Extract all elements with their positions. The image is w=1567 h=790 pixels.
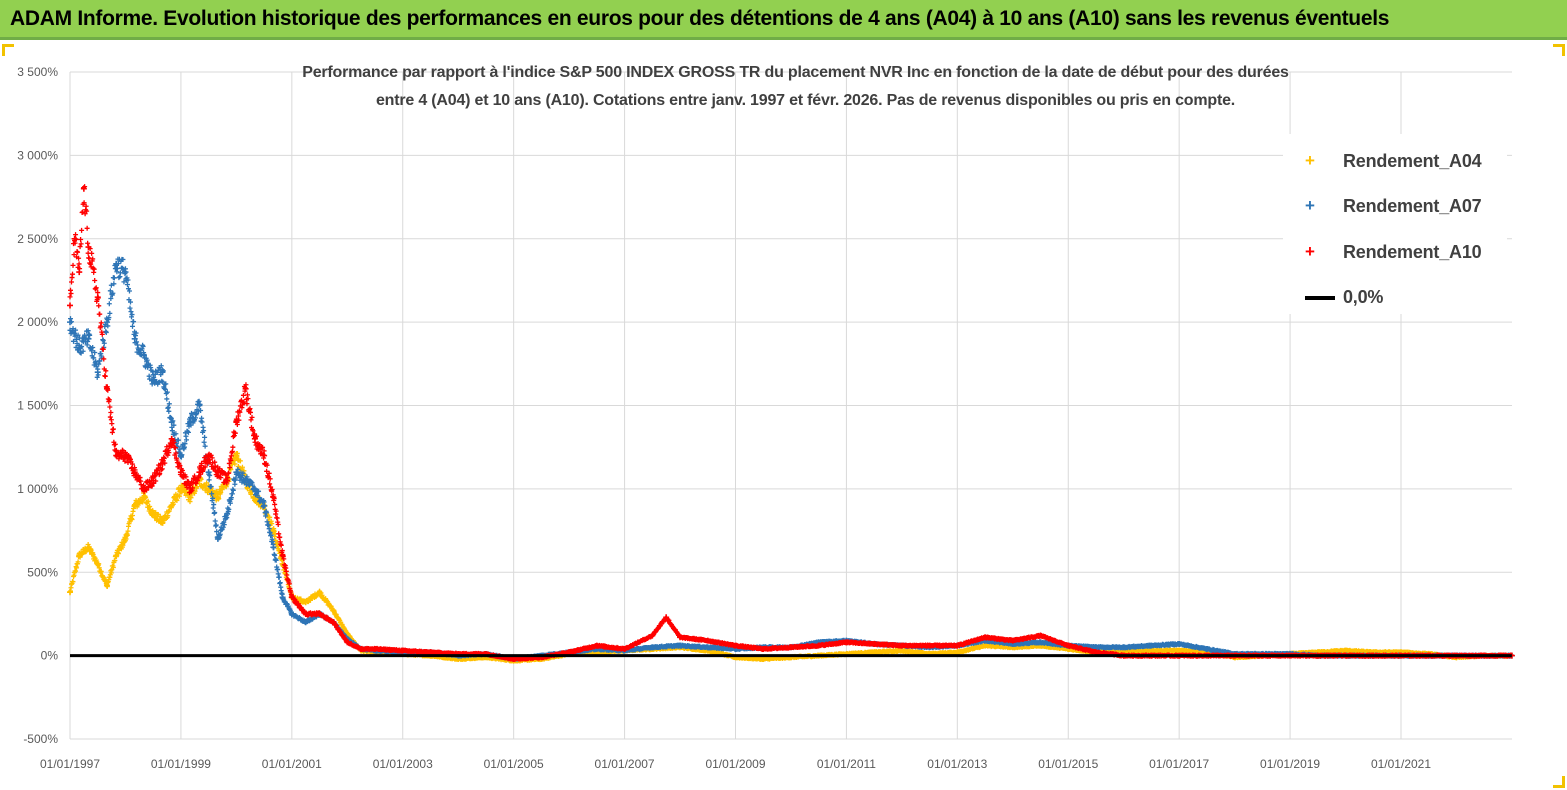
data-point	[202, 434, 208, 440]
x-tick-label: 01/01/2011	[817, 757, 876, 771]
data-point	[213, 522, 219, 528]
data-point	[127, 305, 133, 311]
data-point	[106, 301, 112, 307]
data-point	[116, 275, 122, 281]
data-point	[111, 275, 117, 281]
x-tick-label: 01/01/2003	[373, 757, 433, 771]
y-axis-tick-labels: -500% 0% 500% 1 000% 1 500% 2 000% 2 500% 3 000…	[17, 65, 58, 746]
data-point	[239, 464, 245, 470]
data-point	[163, 515, 169, 521]
data-point	[234, 450, 240, 456]
y-tick-label: 3 500%	[17, 65, 58, 79]
data-point	[202, 443, 208, 449]
grid-lines	[69, 71, 1512, 740]
data-point	[90, 552, 96, 558]
x-tick-label: 01/01/1997	[40, 757, 100, 771]
y-tick-label: 0%	[41, 649, 59, 663]
x-tick-label: 01/01/2013	[927, 757, 987, 771]
data-series	[67, 184, 1515, 664]
data-point	[212, 518, 218, 524]
corner-mark-bottom-right	[1553, 776, 1565, 788]
data-point	[143, 494, 149, 500]
y-tick-label: 3 000%	[17, 148, 58, 162]
data-point	[199, 419, 205, 425]
y-tick-label: 500%	[27, 565, 58, 579]
x-tick-label: 01/01/2019	[1260, 757, 1320, 771]
series-rendement_a07	[67, 256, 1515, 662]
data-point	[95, 372, 101, 378]
data-point	[164, 396, 170, 402]
data-point	[212, 510, 218, 516]
data-point	[70, 579, 76, 585]
data-point	[237, 458, 243, 464]
data-point	[216, 496, 222, 502]
data-point	[271, 529, 277, 535]
data-point	[131, 319, 137, 325]
data-point	[122, 538, 128, 544]
data-point	[68, 316, 74, 322]
data-point	[218, 489, 224, 495]
y-tick-label: 1 000%	[17, 482, 58, 496]
corner-mark-top-right	[1553, 44, 1565, 56]
data-point	[194, 484, 200, 490]
y-tick-label: 2 500%	[17, 232, 58, 246]
data-point	[232, 481, 238, 487]
data-point	[201, 439, 207, 445]
data-point	[157, 513, 163, 519]
x-tick-label: 01/01/2021	[1371, 757, 1431, 771]
data-point	[206, 477, 212, 483]
x-tick-label: 01/01/2017	[1149, 757, 1209, 771]
data-point	[198, 476, 204, 482]
data-point	[110, 564, 116, 570]
data-point	[267, 514, 273, 520]
x-tick-label: 01/01/2009	[705, 757, 765, 771]
data-point	[277, 580, 283, 586]
data-point	[176, 493, 182, 499]
data-point	[229, 491, 235, 497]
data-point	[125, 528, 131, 534]
x-tick-label: 01/01/2005	[484, 757, 544, 771]
data-point	[279, 591, 285, 597]
data-point	[176, 485, 182, 491]
data-point	[107, 310, 113, 316]
data-point	[276, 574, 282, 580]
data-point	[174, 498, 180, 504]
data-point	[188, 495, 194, 501]
banner: ADAM Informe. Evolution historique des p…	[0, 0, 1567, 40]
corner-mark-top-left	[2, 44, 14, 56]
data-point	[232, 461, 238, 467]
data-point	[166, 408, 172, 414]
x-tick-label: 01/01/1999	[151, 757, 211, 771]
data-point	[272, 552, 278, 558]
x-tick-label: 01/01/2007	[595, 757, 655, 771]
data-point	[128, 309, 134, 315]
data-point	[170, 501, 176, 507]
x-tick-label: 01/01/2015	[1038, 757, 1098, 771]
y-tick-label: -500%	[23, 732, 58, 746]
data-point	[269, 521, 275, 527]
y-tick-label: 2 000%	[17, 315, 58, 329]
data-point	[100, 338, 106, 344]
data-point	[98, 568, 104, 574]
data-point	[75, 559, 81, 565]
banner-title: ADAM Informe. Evolution historique des p…	[10, 7, 1390, 30]
data-point	[204, 480, 210, 486]
data-point	[94, 374, 100, 380]
x-axis-tick-labels: 01/01/1997 01/01/1999 01/01/2001 01/01/2003…	[40, 757, 1431, 771]
data-point	[187, 499, 193, 505]
data-point	[130, 323, 136, 329]
y-tick-label: 1 500%	[17, 399, 58, 413]
data-point	[145, 498, 151, 504]
x-tick-label: 01/01/2001	[262, 757, 322, 771]
data-point	[124, 282, 130, 288]
data-point	[73, 568, 79, 574]
